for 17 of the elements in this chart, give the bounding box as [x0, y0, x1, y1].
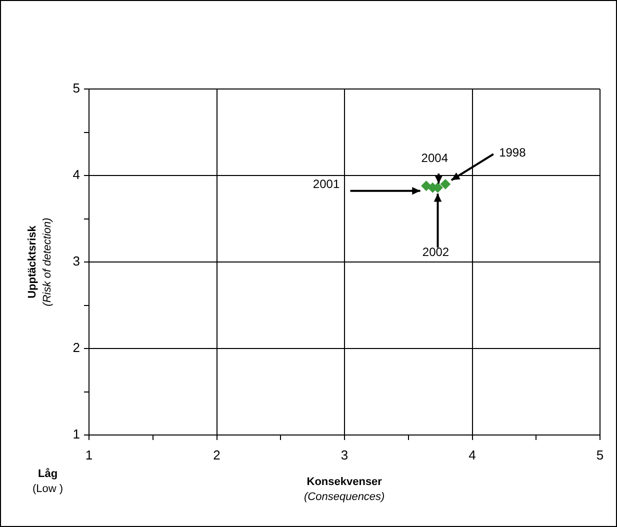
x-tick-label: 5	[596, 447, 604, 462]
x-axis-title: Konsekvenser (Consequences)	[304, 475, 385, 505]
y-tick-label: 4	[72, 167, 80, 182]
x-tick-label: 2	[213, 447, 220, 462]
y-tick-label: 1	[72, 426, 80, 442]
annotation: 2004	[421, 150, 448, 165]
x-tick-label: 4	[468, 447, 476, 462]
x-tick-label: 1	[85, 447, 93, 462]
annotation: 2001	[312, 177, 340, 192]
y-axis-title: Upptäcktsrisk (Risk of detection)	[24, 218, 54, 306]
y-tick-label: 5	[72, 80, 80, 96]
y-tick-label: 2	[72, 340, 80, 356]
y-tick-label: 3	[72, 254, 80, 269]
annotation: 2002	[422, 244, 450, 259]
text: Låg (Low )	[32, 467, 64, 497]
annotation: 1998	[499, 145, 526, 160]
x-tick-label: 3	[340, 447, 348, 462]
